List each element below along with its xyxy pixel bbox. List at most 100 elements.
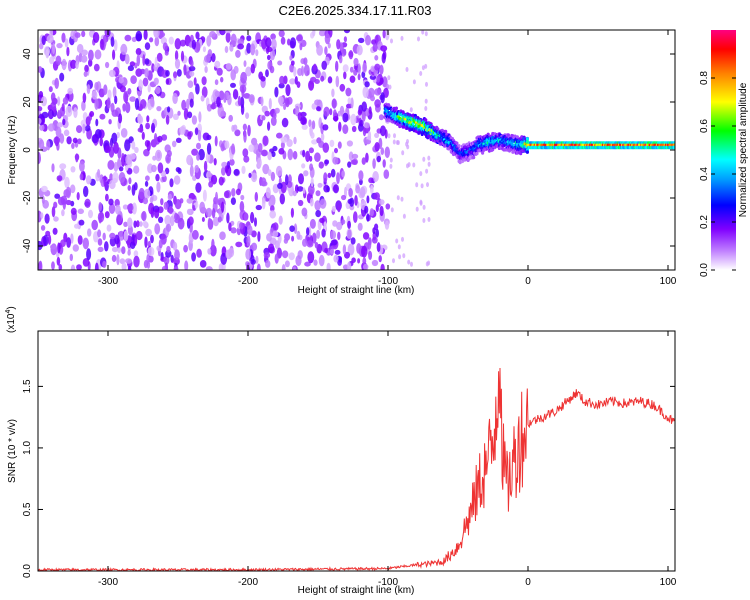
spectrogram-noise-cell <box>151 164 157 173</box>
spectrogram-noise-cell <box>81 49 88 56</box>
spectrogram-noise-cell <box>113 141 119 154</box>
spectrogram-noise-cell <box>373 192 380 201</box>
spectrogram-noise-cell <box>323 106 330 117</box>
spectrogram-noise-cell <box>278 148 285 155</box>
spectrogram-noise-cell <box>235 241 243 248</box>
spectrogram-noise-cell <box>329 248 334 255</box>
spectrogram-noise-cell <box>76 43 84 54</box>
spectrogram-noise-cell <box>81 100 86 112</box>
spectrogram-noise-cell <box>143 30 148 40</box>
spectrogram-noise-cell <box>191 148 199 156</box>
spectrogram-noise-cell <box>82 258 90 267</box>
spectrogram-noise-cell <box>141 131 145 140</box>
spectrogram-noise-cell <box>250 63 255 74</box>
spectrogram-noise-cell <box>367 130 372 141</box>
spectrogram-noise-cell <box>240 71 248 84</box>
spectrogram-noise-cell <box>161 266 167 270</box>
spectrogram-noise-cell <box>279 75 285 85</box>
spectrogram-noise-cell <box>214 79 219 86</box>
spectrogram-noise-cell <box>220 143 225 152</box>
spectrogram-noise-cell <box>94 262 99 270</box>
spectrogram-noise-cell <box>400 35 404 41</box>
spectrogram-noise-cell <box>199 201 206 213</box>
spectrogram-noise-cell <box>163 201 169 210</box>
spectrogram-noise-cell <box>38 139 45 150</box>
spectrogram-noise-cell <box>314 242 319 249</box>
spectrogram-noise-cell <box>303 64 310 77</box>
spectrogram-ylabel: Frequency (Hz) <box>7 116 18 185</box>
spectrogram-noise-cell <box>248 94 255 104</box>
spectrogram-noise-cell <box>368 177 374 184</box>
spectrogram-noise-cell <box>195 31 200 40</box>
spectrogram-noise-cell <box>271 151 276 158</box>
spectrogram-noise-cell <box>307 184 315 195</box>
spectrogram-noise-cell <box>156 52 163 63</box>
spectrogram-noise-cell <box>422 218 426 223</box>
spectrogram-noise-cell <box>425 81 428 87</box>
spectrogram-noise-cell <box>55 126 62 138</box>
spectrogram-noise-cell <box>38 66 43 73</box>
spectrogram-noise-cell <box>254 217 257 227</box>
spectrogram-noise-cell <box>122 204 129 210</box>
spectrogram-noise-cell <box>319 217 325 224</box>
spectrogram-noise-cell <box>338 121 342 132</box>
spectrogram-noise-cell <box>338 256 343 263</box>
spectrogram-noise-cell <box>306 227 310 236</box>
spectrogram-noise-cell <box>393 133 396 139</box>
spectrogram-noise-cell <box>166 150 172 158</box>
spectrogram-noise-cell <box>91 90 98 100</box>
spectrogram-noise-cell <box>281 250 289 259</box>
spectrogram-noise-cell <box>56 122 64 128</box>
spectrogram-noise-cell <box>321 60 328 70</box>
spectrogram-noise-cell <box>275 165 283 177</box>
spectrogram-noise-cell <box>111 132 118 144</box>
spectrogram-noise-cell <box>233 169 240 176</box>
spectrogram-noise-cell <box>311 103 317 110</box>
spectrogram-noise-cell <box>186 208 192 215</box>
spectrogram-noise-cell <box>170 254 174 263</box>
spectrogram-noise-cell <box>326 185 330 193</box>
colorbar-tick-label: 0.4 <box>699 167 710 181</box>
spectrogram-noise-cell <box>320 75 325 82</box>
spectrogram-noise-cell <box>70 59 77 69</box>
spectrogram-noise-cell <box>324 33 331 45</box>
spectrogram-tone-cell <box>472 155 476 160</box>
spectrogram-noise-cell <box>188 216 194 226</box>
spectrogram-noise-cell <box>383 169 390 179</box>
snr-scale-prefix: (x10 <box>6 313 17 333</box>
spectrogram-noise-cell <box>61 209 65 217</box>
spectrogram-noise-cell <box>74 32 81 38</box>
spectrogram-noise-cell <box>191 39 197 50</box>
spectrogram-noise-cell <box>62 97 69 105</box>
colorbar: 0.0 0.2 0.4 0.6 0.8 Normalized spectral ampl… <box>699 30 749 277</box>
spectrogram-tone-cell <box>672 145 675 150</box>
spectrogram-noise-cell <box>43 46 51 57</box>
spectrogram-noise-cell <box>131 202 137 215</box>
spectrogram-noise-cell <box>166 245 171 253</box>
spectrogram-noise-cell <box>162 42 168 51</box>
spectrogram-noise-cell <box>176 69 182 77</box>
spectrogram-noise-cell <box>155 86 161 95</box>
spectrogram-noise-cell <box>169 215 175 227</box>
spectrogram-noise-cell <box>60 195 68 205</box>
spectrogram-noise-cell <box>272 222 279 231</box>
spectrogram-noise-cell <box>39 124 45 131</box>
spectrogram-noise-cell <box>285 84 291 97</box>
spectrogram-noise-cell <box>116 254 120 266</box>
spectrogram-noise-cell <box>151 63 155 73</box>
spectrogram-noise-cell <box>83 71 88 77</box>
spectrogram-noise-cell <box>262 135 269 147</box>
spectrogram-noise-cell <box>165 115 170 125</box>
spectrogram-noise-cell <box>270 33 276 40</box>
spectrogram-noise-cell <box>118 166 124 172</box>
spectrogram-noise-cell <box>318 254 325 267</box>
spectrogram-noise-cell <box>155 149 162 162</box>
spectrogram-noise-cell <box>206 35 212 47</box>
spectrogram-noise-cell <box>112 86 117 99</box>
spectrogram-noise-cell <box>133 182 138 191</box>
spectrogram-tone-cell <box>457 144 461 148</box>
spectrogram-noise-cell <box>65 186 72 199</box>
spectrogram-noise-cell <box>331 205 336 212</box>
spectrogram-noise-cell <box>88 49 94 61</box>
